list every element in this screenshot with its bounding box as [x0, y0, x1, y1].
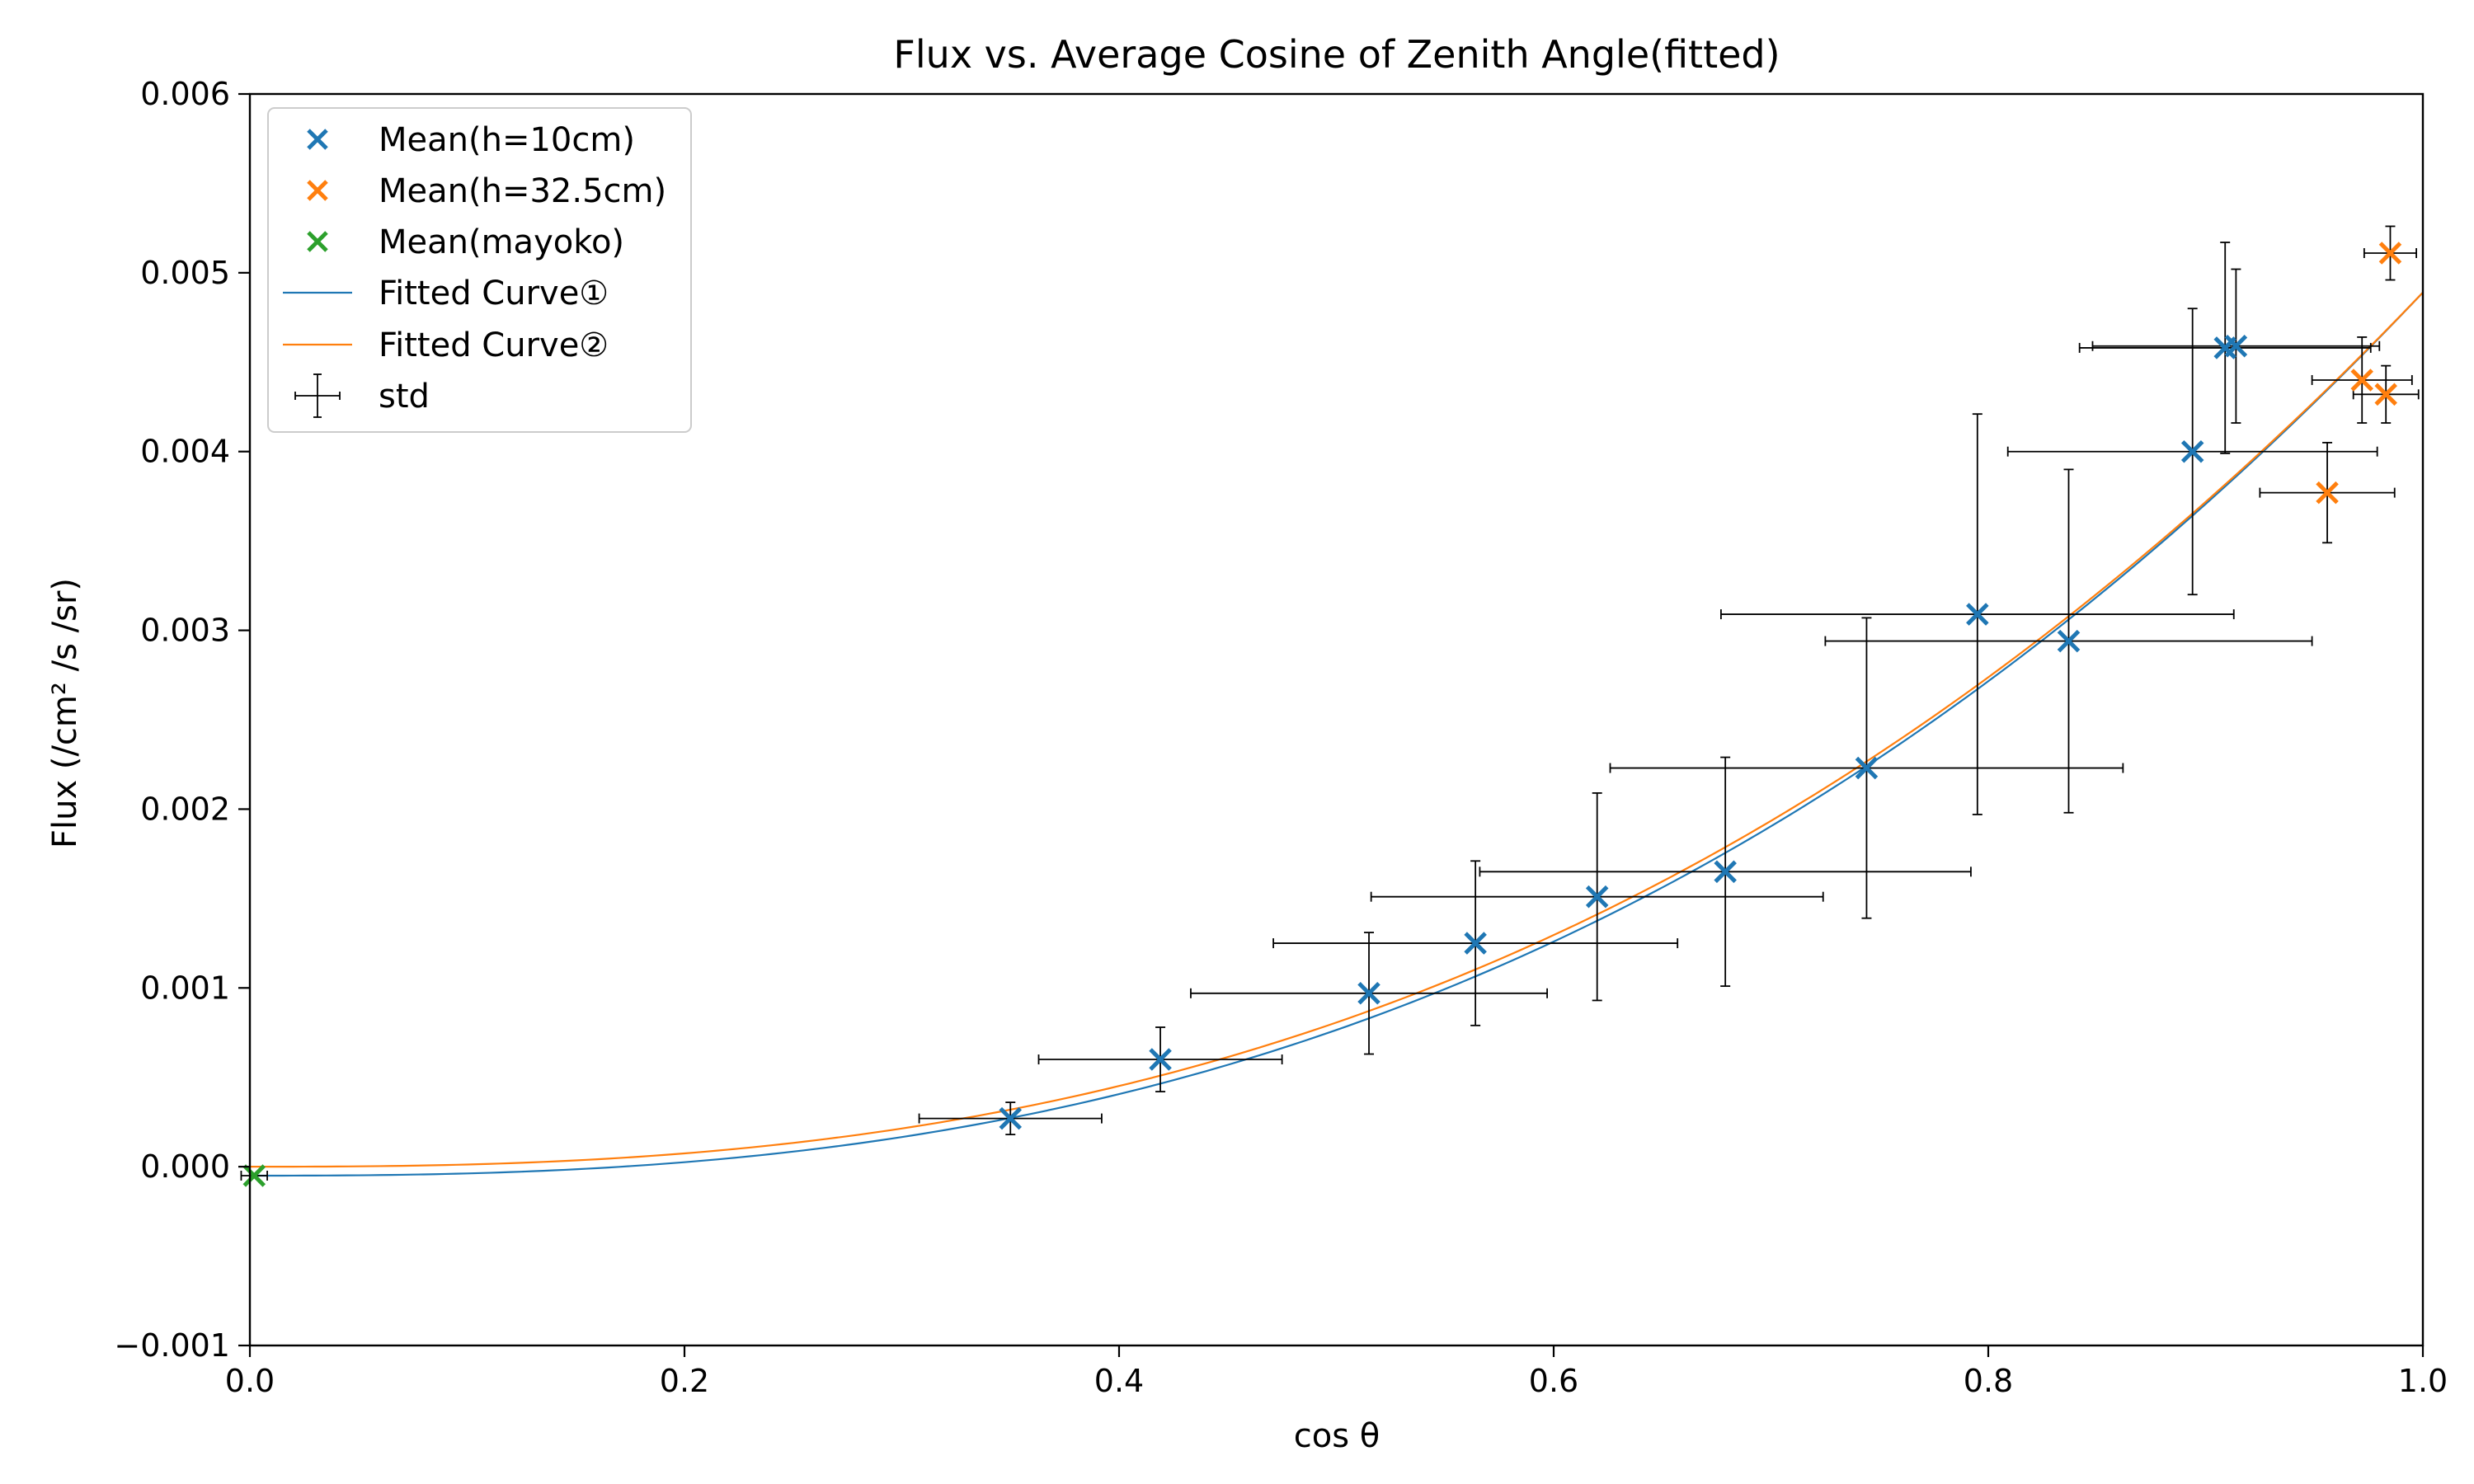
legend-entry: Mean(mayoko)	[307, 223, 624, 261]
marker-stroke	[2316, 481, 2339, 505]
marker-stroke	[1464, 932, 1487, 955]
data-point	[242, 1164, 266, 1187]
data-point	[1585, 885, 1609, 909]
y-tick-label: 0.005	[140, 255, 230, 291]
marker-stroke	[1357, 982, 1380, 1005]
marker-stroke	[242, 1164, 266, 1187]
fitted-curve-1	[249, 291, 2424, 1177]
data-point	[2378, 242, 2402, 265]
plot-frame	[248, 92, 2425, 1347]
legend-label: Mean(mayoko)	[379, 223, 624, 261]
marker-stroke	[307, 180, 328, 201]
marker-stroke	[2057, 629, 2081, 653]
marker-stroke	[2180, 439, 2204, 463]
data-point	[2180, 439, 2204, 463]
marker-stroke	[2378, 242, 2402, 265]
y-tick-label: −0.001	[114, 1327, 230, 1364]
chart-title: Flux vs. Average Cosine of Zenith Angle(…	[893, 32, 1780, 77]
legend-label: Mean(h=32.5cm)	[379, 172, 666, 210]
x-tick-label: 0.8	[1964, 1363, 2013, 1399]
y-tick-label: 0.006	[140, 76, 230, 112]
legend-label: std	[379, 378, 430, 416]
data-point	[999, 1106, 1023, 1130]
data-point	[1966, 603, 1989, 626]
marker-stroke	[2350, 369, 2373, 392]
data-point	[1464, 932, 1487, 955]
legend-entry: Mean(h=32.5cm)	[307, 172, 666, 210]
legend-marker	[307, 180, 328, 201]
data-point	[1357, 982, 1380, 1005]
legend-marker	[307, 129, 328, 150]
marker-stroke	[1714, 860, 1737, 884]
y-tick-label: 0.001	[140, 970, 230, 1006]
data-point	[2316, 481, 2339, 505]
marker-stroke	[2224, 335, 2248, 358]
marker-stroke	[2374, 383, 2397, 406]
marker-stroke	[1966, 603, 1989, 626]
legend-label: Mean(h=10cm)	[379, 121, 635, 159]
x-tick-label: 0.0	[225, 1363, 275, 1399]
marker-stroke	[307, 129, 328, 150]
x-axis-title: cos θ	[1294, 1417, 1380, 1455]
y-tick-label: 0.004	[140, 434, 230, 470]
x-tick-label: 0.4	[1094, 1363, 1144, 1399]
y-axis-title: Flux (/cm² /s /sr)	[46, 578, 84, 848]
legend-entry: Mean(h=10cm)	[307, 121, 635, 159]
plot-area: 0.0 0.2 0.4 0.6 0.8 1.0 −0.001 0.000 0.001 0.002 0…	[114, 76, 2448, 1399]
legend-label: Fitted Curve①	[379, 275, 609, 312]
data-point	[1149, 1048, 1172, 1071]
data-point	[2374, 383, 2397, 406]
fitted-curve-2	[250, 291, 2424, 1168]
data-point	[1855, 756, 1879, 780]
legend-entry: std	[294, 373, 430, 418]
marker-stroke	[1855, 756, 1879, 780]
legend-entry: Fitted Curve①	[283, 275, 609, 312]
legend-marker	[307, 231, 328, 252]
legend-label: Fitted Curve②	[379, 326, 609, 364]
data-point	[2350, 369, 2373, 392]
x-tick-label: 1.0	[2398, 1363, 2448, 1399]
data-point	[2224, 335, 2248, 358]
y-tick-label: 0.000	[140, 1148, 230, 1185]
marker-stroke	[307, 231, 328, 252]
legend: Mean(h=10cm) Mean(h=32.5cm) Mean(mayoko) Fi…	[267, 107, 692, 433]
data-point	[1714, 860, 1737, 884]
y-tick-label: 0.002	[140, 791, 230, 827]
legend-box	[267, 107, 692, 433]
x-tick-label: 0.6	[1529, 1363, 1578, 1399]
data-point	[2057, 629, 2081, 653]
x-tick-label: 0.2	[660, 1363, 709, 1399]
marker-stroke	[1585, 885, 1609, 909]
legend-entry: Fitted Curve②	[283, 326, 609, 364]
marker-stroke	[1149, 1048, 1172, 1071]
y-tick-label: 0.003	[140, 613, 230, 649]
marker-stroke	[999, 1106, 1023, 1130]
